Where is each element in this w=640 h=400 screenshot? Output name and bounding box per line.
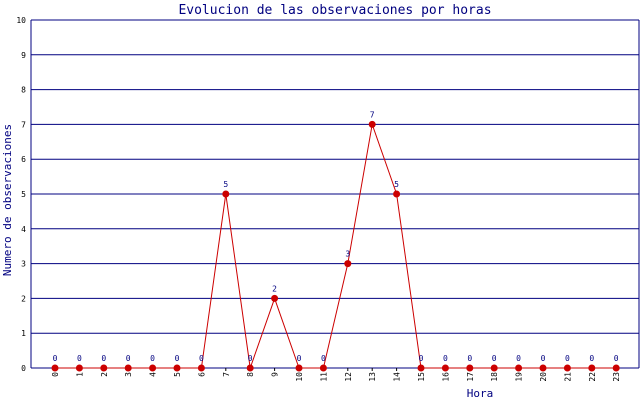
x-tick-label: 0 (51, 372, 60, 377)
data-point (100, 364, 108, 372)
x-tick-label: 14 (393, 372, 402, 382)
data-point (368, 120, 376, 128)
x-tick-labels: 0 1 2 3 4 5 6 7 8 9 10 11 12 13 14 15 16 17 18 19 20 21 22 23 (51, 368, 621, 382)
data-label: 0 (541, 354, 546, 363)
data-point (319, 364, 327, 372)
x-tick-label: 17 (466, 372, 475, 382)
y-tick-label: 0 (21, 364, 26, 373)
data-point (149, 364, 157, 372)
data-label: 0 (516, 354, 521, 363)
chart-title: Evolucion de las observaciones por horas (178, 3, 491, 18)
data-point (197, 364, 205, 372)
data-point (466, 364, 474, 372)
data-label: 2 (272, 284, 277, 293)
data-point (539, 364, 547, 372)
data-label: 0 (614, 354, 619, 363)
x-tick-label: 7 (222, 372, 231, 377)
data-point (222, 190, 230, 198)
x-tick-label: 4 (149, 372, 158, 377)
data-label: 5 (223, 180, 228, 189)
data-label: 3 (345, 250, 350, 259)
data-label: 0 (419, 354, 424, 363)
data-point (515, 364, 523, 372)
x-tick-label: 1 (75, 372, 84, 377)
data-point (588, 364, 596, 372)
data-label: 0 (126, 354, 131, 363)
y-tick-label: 4 (21, 225, 26, 234)
x-tick-label: 19 (515, 372, 524, 382)
data-label: 0 (467, 354, 472, 363)
y-tick-label: 9 (21, 51, 26, 60)
y-tick-label: 10 (16, 16, 26, 25)
data-labels: 0 0 0 0 0 0 0 5 0 2 0 0 3 7 5 0 0 0 0 0 0 0 0 0 (53, 110, 619, 363)
x-tick-label: 3 (124, 372, 133, 377)
y-tick-label: 3 (21, 260, 26, 269)
x-tick-label: 15 (417, 372, 426, 382)
data-point (295, 364, 303, 372)
x-tick-label: 13 (368, 372, 377, 382)
data-label: 0 (175, 354, 180, 363)
y-tick-labels: 0 1 2 3 4 5 6 7 8 9 10 (16, 16, 26, 373)
data-label: 0 (297, 354, 302, 363)
data-point (393, 190, 401, 198)
x-tick-label: 10 (295, 372, 304, 382)
x-tick-label: 12 (344, 372, 353, 382)
y-tick-label: 2 (21, 294, 26, 303)
data-point (612, 364, 620, 372)
data-label: 0 (248, 354, 253, 363)
series-line (55, 122, 617, 369)
x-tick-label: 16 (441, 372, 450, 382)
x-tick-label: 9 (271, 372, 280, 377)
data-points (51, 120, 620, 372)
data-label: 7 (370, 110, 375, 119)
data-label: 0 (321, 354, 326, 363)
x-tick-label: 21 (563, 372, 572, 382)
data-label: 5 (394, 180, 399, 189)
x-tick-label: 18 (490, 372, 499, 382)
x-tick-label: 6 (197, 372, 206, 377)
data-label: 0 (150, 354, 155, 363)
data-label: 0 (443, 354, 448, 363)
x-tick-label: 23 (612, 372, 621, 382)
y-tick-label: 7 (21, 120, 26, 129)
data-label: 0 (53, 354, 58, 363)
x-axis-label: Hora (467, 387, 494, 400)
x-tick-label: 20 (539, 372, 548, 382)
data-label: 0 (589, 354, 594, 363)
y-tick-label: 1 (21, 329, 26, 338)
data-point (441, 364, 449, 372)
data-point (75, 364, 83, 372)
data-point (344, 260, 352, 268)
y-tick-label: 8 (21, 86, 26, 95)
data-point (490, 364, 498, 372)
data-point (417, 364, 425, 372)
x-tick-label: 22 (588, 372, 597, 382)
data-point (124, 364, 132, 372)
y-tick-label: 6 (21, 155, 26, 164)
data-point (246, 364, 254, 372)
x-tick-label: 2 (100, 372, 109, 377)
data-point (563, 364, 571, 372)
data-label: 0 (199, 354, 204, 363)
grid-lines (30, 19, 640, 369)
data-point (173, 364, 181, 372)
x-tick-label: 8 (246, 372, 255, 377)
data-point (51, 364, 59, 372)
data-label: 0 (492, 354, 497, 363)
y-tick-label: 5 (21, 190, 26, 199)
y-axis-label: Numero de observaciones (1, 124, 14, 276)
data-label: 0 (77, 354, 82, 363)
x-tick-label: 11 (319, 372, 328, 382)
data-label: 0 (101, 354, 106, 363)
data-label: 0 (565, 354, 570, 363)
data-point (271, 294, 279, 302)
x-tick-label: 5 (173, 372, 182, 377)
